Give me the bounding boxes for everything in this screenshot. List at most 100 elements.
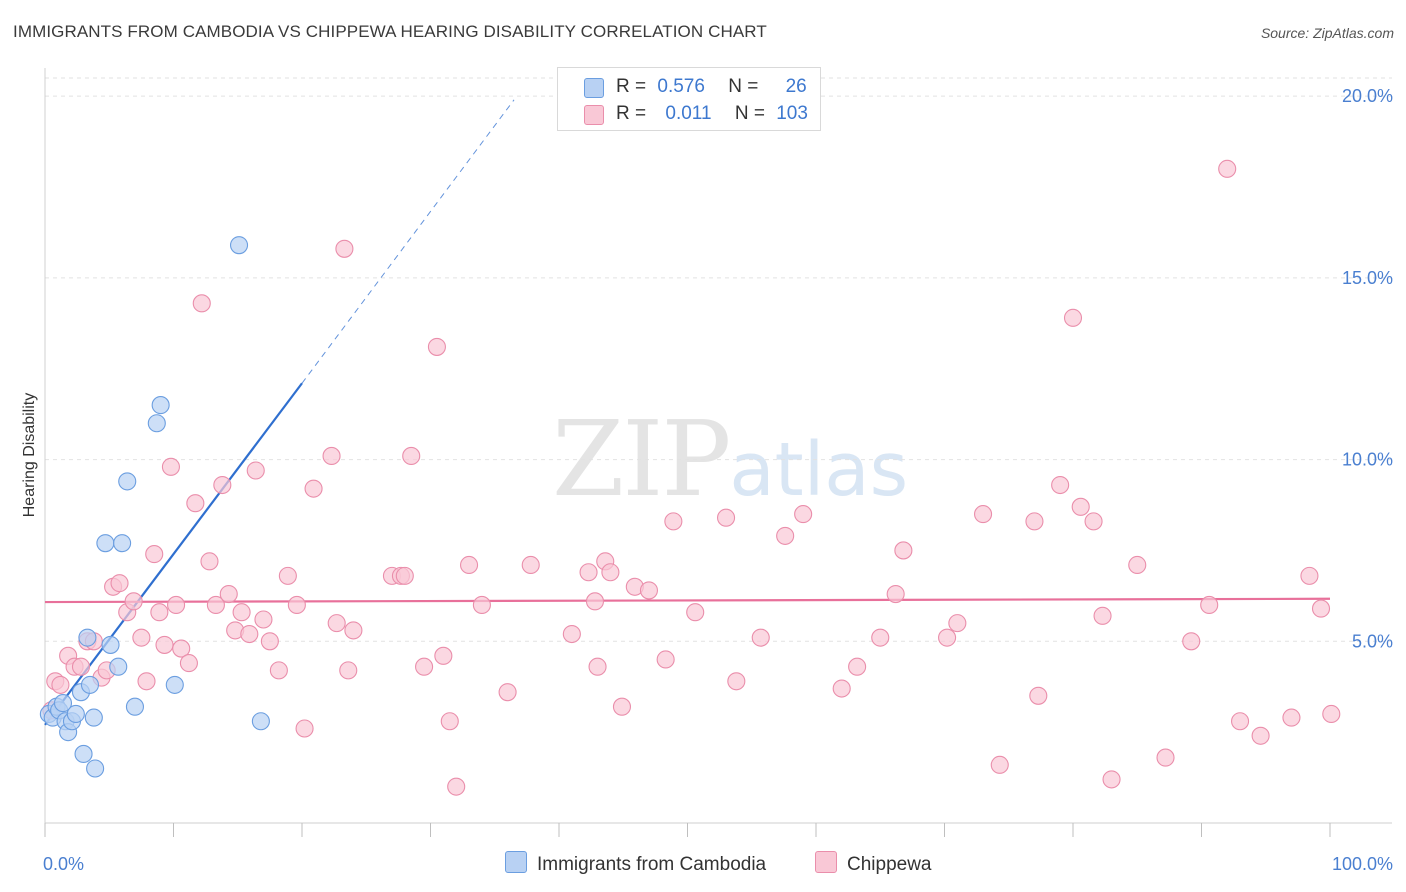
- watermark-atlas: atlas: [729, 427, 909, 513]
- bottom-legend-swatch-cambodia: [505, 851, 527, 873]
- chippewa-point: [794, 505, 813, 524]
- chippewa-point: [1182, 632, 1201, 651]
- chippewa-point: [232, 603, 251, 622]
- chippewa-point: [1322, 704, 1341, 724]
- chippewa-point: [751, 628, 770, 647]
- chippewa-point: [1156, 748, 1175, 767]
- chippewa-point: [155, 635, 174, 654]
- chippewa-point: [427, 337, 446, 356]
- cambodia-point: [86, 759, 105, 778]
- y-tick-label: 10.0%: [1342, 450, 1393, 470]
- chippewa-point: [278, 566, 297, 585]
- tick-labels: 5.0% 10.0% 15.0% 20.0% 0.0% 100.0%: [43, 86, 1393, 874]
- data-points: [39, 159, 1341, 796]
- chippewa-point: [327, 614, 346, 633]
- chippewa-point: [179, 654, 198, 673]
- chippewa-point: [776, 526, 795, 545]
- chippewa-point: [472, 595, 491, 615]
- chippewa-point: [304, 479, 323, 498]
- chippewa-point: [415, 657, 434, 676]
- chippewa-point: [1063, 308, 1083, 327]
- grid-lines: [45, 77, 1392, 642]
- chippewa-point: [124, 592, 143, 611]
- legend-r-value: 0.576: [657, 76, 705, 97]
- bottom-legend-cambodia: Immigrants from Cambodia: [505, 851, 766, 876]
- chippewa-point: [894, 541, 913, 560]
- legend-r-value: 0.011: [665, 103, 712, 124]
- chart-title: IMMIGRANTS FROM CAMBODIA VS CHIPPEWA HEA…: [13, 22, 767, 41]
- chippewa-point: [295, 719, 314, 738]
- chippewa-point: [1200, 595, 1219, 615]
- x-tick-label: 100.0%: [1332, 854, 1393, 874]
- chippewa-point: [848, 657, 867, 676]
- chippewa-point: [440, 712, 459, 731]
- cambodia-trend-extension: [301, 99, 515, 384]
- y-tick-label: 15.0%: [1342, 268, 1393, 288]
- chippewa-point: [886, 584, 905, 604]
- cambodia-point: [147, 414, 166, 433]
- chippewa-point: [110, 574, 129, 593]
- chippewa-point: [562, 624, 581, 644]
- legend-n-label: N =: [728, 76, 759, 97]
- chippewa-point: [716, 508, 736, 527]
- chippewa-point: [579, 563, 598, 582]
- chippewa-point: [459, 555, 479, 575]
- chippewa-point: [612, 697, 632, 716]
- chippewa-point: [335, 239, 354, 258]
- cambodia-point: [84, 708, 103, 727]
- chippewa-point: [664, 512, 683, 531]
- chippewa-point: [344, 621, 363, 640]
- chippewa-point: [1025, 512, 1044, 531]
- chippewa-point: [186, 494, 205, 513]
- bottom-legend-swatch-chippewa: [815, 851, 837, 873]
- legend-swatch-cambodia: [584, 78, 604, 98]
- chippewa-point: [161, 457, 180, 476]
- chippewa-point: [339, 661, 358, 680]
- cambodia-point: [251, 712, 270, 731]
- chippewa-point: [1093, 606, 1112, 625]
- watermark: ZIPatlas: [552, 398, 908, 520]
- chippewa-point: [402, 446, 421, 466]
- legend-n-value: 103: [776, 103, 808, 124]
- chippewa-point: [269, 661, 288, 680]
- chippewa-point: [213, 475, 232, 495]
- chippewa-point: [1071, 497, 1090, 516]
- y-tick-label: 5.0%: [1352, 631, 1393, 651]
- cambodia-point: [78, 628, 97, 647]
- legend-n-value: 26: [785, 76, 807, 97]
- chippewa-point: [240, 624, 259, 644]
- chippewa-point: [498, 683, 517, 702]
- chippewa-point: [71, 657, 91, 676]
- chippewa-point: [1251, 726, 1270, 745]
- cambodia-point: [66, 704, 85, 724]
- cambodia-point: [118, 472, 137, 491]
- chippewa-point: [1311, 599, 1331, 618]
- correlation-legend: R = 0.576 N = 26 R = 0.011 N = 103: [557, 67, 821, 131]
- bottom-legend-label-cambodia: Immigrants from Cambodia: [537, 854, 767, 875]
- cambodia-point: [74, 744, 93, 764]
- chippewa-point: [132, 628, 151, 647]
- cambodia-point: [125, 697, 144, 716]
- chippewa-point: [990, 755, 1009, 774]
- chippewa-point: [585, 592, 605, 611]
- chippewa-point: [167, 595, 186, 615]
- chippewa-point: [1231, 712, 1250, 731]
- chippewa-point: [260, 632, 279, 651]
- chippewa-point: [287, 595, 306, 615]
- chippewa-point: [832, 679, 851, 698]
- chippewa-point: [145, 545, 164, 564]
- cambodia-point: [165, 675, 184, 694]
- chippewa-point: [1282, 708, 1301, 727]
- chippewa-point: [447, 777, 466, 796]
- chippewa-point: [322, 446, 341, 466]
- chippewa-point: [1029, 686, 1048, 705]
- cambodia-point: [109, 657, 128, 676]
- legend-r-label: R =: [616, 76, 647, 97]
- chippewa-point: [395, 566, 414, 585]
- chippewa-point: [601, 563, 620, 582]
- cambodia-point: [113, 534, 132, 553]
- chippewa-point: [137, 672, 156, 691]
- axes: [44, 68, 1392, 837]
- chippewa-point: [200, 552, 219, 571]
